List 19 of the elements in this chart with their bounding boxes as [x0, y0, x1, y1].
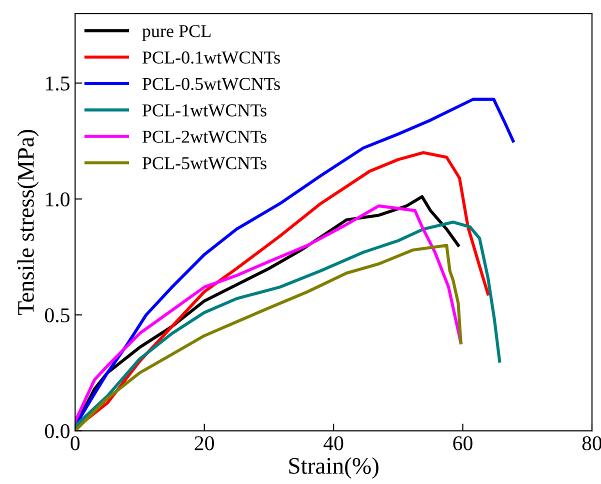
line-series [75, 244, 462, 431]
legend-label: PCL-2wtWCNTs [142, 130, 266, 143]
x-tick-label: 0 [70, 436, 80, 450]
y-tick-label: 1.0 [46, 192, 70, 206]
legend-label: PCL-5wtWCNTs [142, 157, 266, 170]
y-tick-label: 0.5 [45, 308, 70, 322]
y-tick-label: 1.5 [46, 76, 70, 91]
x-tick-label: 20 [194, 436, 214, 450]
line-series [75, 220, 502, 428]
line-series [75, 98, 515, 428]
x-tick-label: 60 [453, 436, 472, 450]
legend-label: pure PCL [142, 25, 211, 41]
y-axis-title: Tensile stress(MPa) [17, 130, 39, 316]
legend-label: PCL-0.1wtWCNTs [142, 51, 280, 64]
x-tick-label: 40 [324, 436, 344, 450]
x-axis-title: Strain(%) [289, 457, 378, 479]
legend-label: PCL-0.5wtWCNTs [142, 78, 280, 90]
y-tick-label: 0.0 [45, 424, 70, 438]
legend-label: PCL-1wtWCNTs [142, 104, 266, 117]
